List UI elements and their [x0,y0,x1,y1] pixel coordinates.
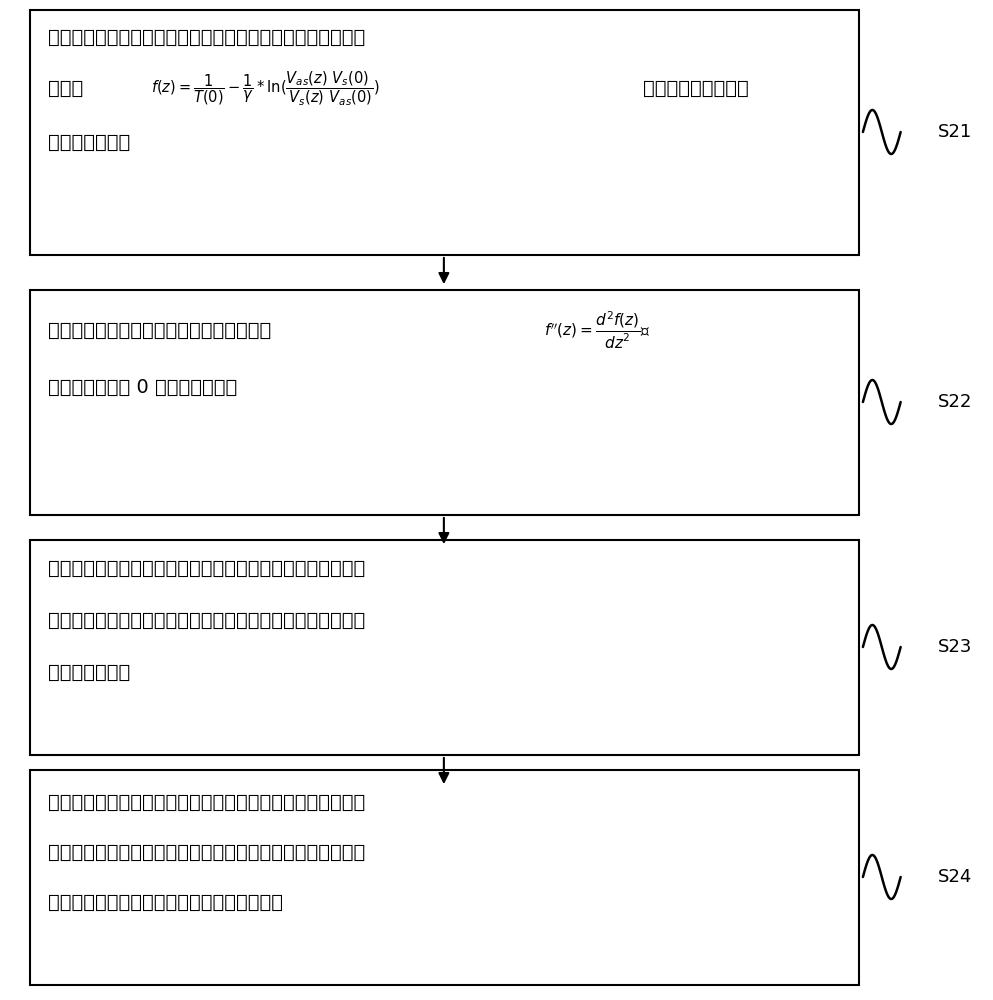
Text: 度数据反比曲线: 度数据反比曲线 [48,132,130,151]
Bar [30,290,859,515]
Text: 区间的范围，然后在修正系数表中依次创建各个分段区间，并: 区间的范围，然后在修正系数表中依次创建各个分段区间，并 [48,842,364,861]
Bar [30,10,859,255]
Bar [30,540,859,755]
Text: 计算未修正之前的温: 计算未修正之前的温 [643,79,749,98]
Text: S24: S24 [938,868,972,886]
Text: $f''(z)=\dfrac{d^2f(z)}{dz^2}$，: $f''(z)=\dfrac{d^2f(z)}{dz^2}$， [544,309,650,351]
Text: 录当前数据点的位置作为区间分段点，开始下一个分段区间分: 录当前数据点的位置作为区间分段点，开始下一个分段区间分 [48,610,364,630]
Text: 得到一条在数值 0 上下波动的曲线: 得到一条在数值 0 上下波动的曲线 [48,377,237,396]
Text: 初始化各分段区间的修正系数和分段校准温度: 初始化各分段区间的修正系数和分段校准温度 [48,892,283,912]
Text: S23: S23 [938,638,972,656]
Text: 逐点搜索该倒数曲线的数据，如果数据值大于经验阈值，则记: 逐点搜索该倒数曲线的数据，如果数据值大于经验阈值，则记 [48,558,364,578]
Text: 段点的搜索计算: 段点的搜索计算 [48,662,130,682]
Text: S22: S22 [938,393,972,411]
Text: 据公式: 据公式 [48,79,89,98]
Text: 先分别采样得到斯托克斯和反斯托克斯光强的采样电压值，根: 先分别采样得到斯托克斯和反斯托克斯光强的采样电压值，根 [48,27,364,46]
Text: $f(z)=\dfrac{1}{T(0)}-\dfrac{1}{\gamma}*\ln(\dfrac{V_{as}(z)}{V_{s}(z)}\dfrac{V_: $f(z)=\dfrac{1}{T(0)}-\dfrac{1}{\gamma}*… [151,69,379,107]
Text: 计算该数据曲线对应的二阶倒数数据曲线：: 计算该数据曲线对应的二阶倒数数据曲线： [48,320,271,340]
Text: S21: S21 [938,123,972,141]
Bar [30,770,859,985]
Text: 根据自动搜索计算所得的各个分段区间分段点，得到各个分段: 根据自动搜索计算所得的各个分段区间分段点，得到各个分段 [48,792,364,812]
